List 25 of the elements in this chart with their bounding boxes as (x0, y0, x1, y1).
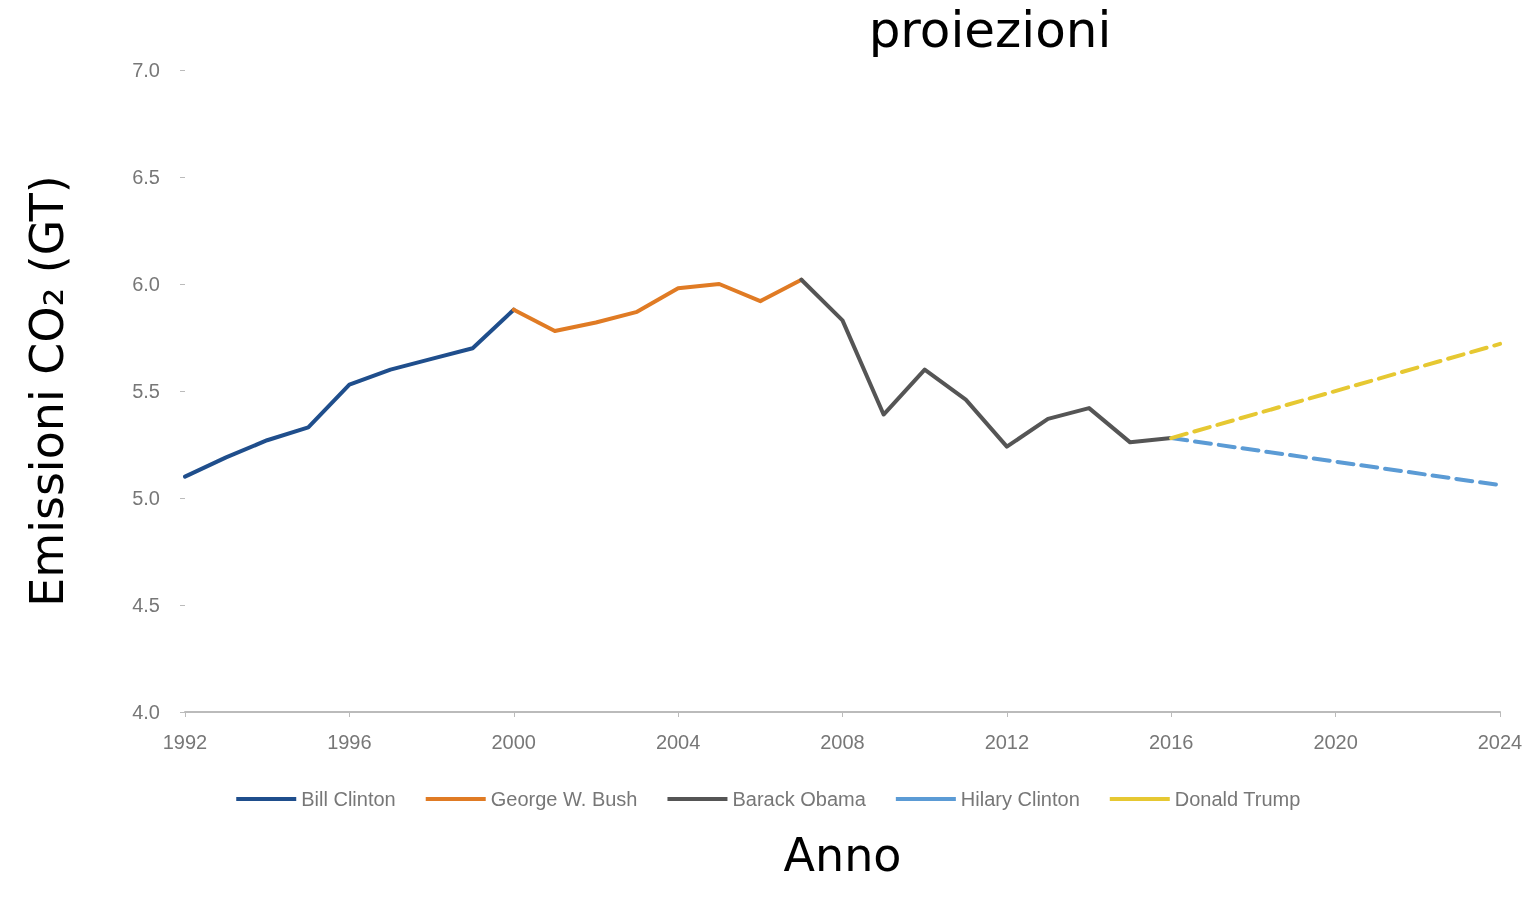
x-tick-label: 2016 (1149, 731, 1194, 753)
x-tick-label: 2012 (984, 731, 1030, 753)
legend-label: Barack Obama (732, 788, 867, 810)
chart-title: proiezioni (868, 1, 1112, 59)
y-axis-title: Emissioni CO₂ (GT) (20, 175, 74, 607)
x-tick-label: 2000 (491, 731, 536, 753)
legend-label: Hilary Clinton (960, 788, 1080, 810)
x-tick-label: 1996 (327, 731, 372, 753)
x-tick-label: 2024 (1477, 731, 1523, 753)
y-tick-label: 5.5 (132, 380, 160, 402)
y-tick-label: 5.0 (132, 487, 160, 509)
y-tick-label: 6.0 (132, 273, 160, 295)
x-axis-title: Anno (783, 828, 902, 882)
legend-label: George W. Bush (490, 788, 638, 810)
y-tick-label: 7.0 (132, 59, 160, 81)
y-tick-label: 4.5 (132, 594, 160, 616)
legend-label: Donald Trump (1174, 788, 1301, 810)
x-tick-label: 2004 (655, 731, 701, 753)
line-series (183, 307, 516, 479)
y-tick-label: 6.5 (132, 166, 160, 188)
x-tick-label: 2020 (1313, 731, 1358, 753)
x-tick-label: 1992 (162, 731, 208, 753)
x-tick-label: 2008 (820, 731, 865, 753)
legend-label: Bill Clinton (301, 788, 396, 810)
y-tick-label: 4.0 (132, 701, 160, 723)
